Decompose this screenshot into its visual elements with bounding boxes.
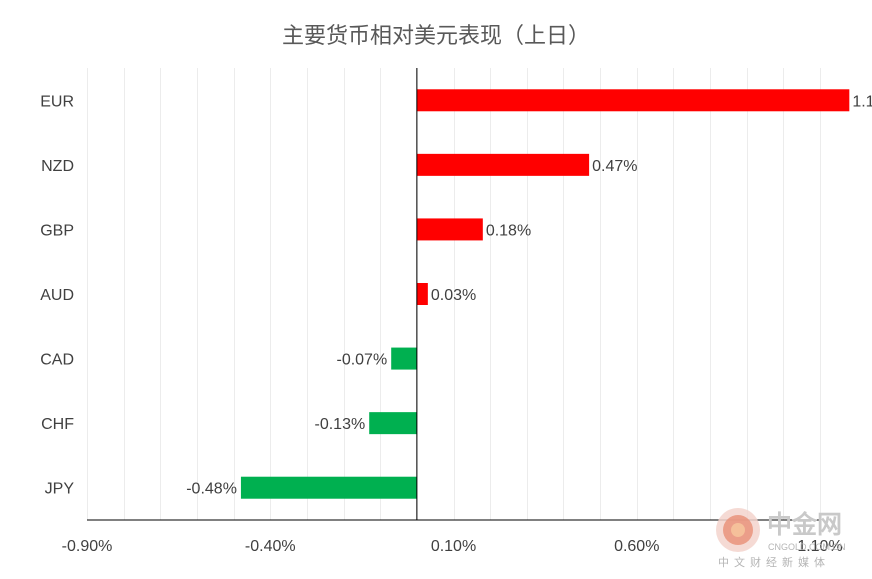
cngold-logo-icon [716,508,760,552]
bar-nzd [416,153,590,176]
bar-gbp [416,218,483,241]
gridlines [87,68,821,520]
category-label-aud: AUD [40,287,74,304]
watermark-tagline: 中文财经新媒体 [718,555,830,569]
data-label-cad: -0.07% [336,352,387,369]
category-label-nzd: NZD [41,158,74,175]
watermark-brand: 中金网 [767,510,842,539]
data-label-jpy: -0.48% [186,481,237,498]
bar-cad [391,347,417,370]
category-label-jpy: JPY [45,481,75,498]
data-label-nzd: 0.47% [592,158,637,175]
bar-eur [416,89,850,112]
x-tick-label: 0.60% [614,538,659,555]
x-tick-label: -0.40% [245,538,296,555]
bar-aud [416,283,428,305]
category-label-gbp: GBP [40,222,74,239]
watermark-logo: 中金网 CNGOLD.COM.CN 中文财经新媒体 [716,508,846,569]
category-label-eur: EUR [40,93,74,110]
data-label-gbp: 0.18% [486,222,531,239]
category-label-chf: CHF [41,416,74,433]
labels: 1.18% EUR 0.47% NZD 0.18% GBP 0.03% AUD -0.07% CA… [40,93,872,555]
x-tick-label: -0.90% [62,538,113,555]
x-tick-label: 0.10% [431,538,476,555]
bar-jpy [240,476,417,499]
data-label-eur: 1.18% [852,93,872,110]
watermark-site: CNGOLD.COM.CN [768,542,846,552]
x-tick-label: 1.10% [797,538,842,555]
axes [87,68,820,521]
bar-chf [369,412,417,435]
chart-title: 主要货币相对美元表现（上日） [282,24,590,49]
data-label-chf: -0.13% [315,416,366,433]
category-label-cad: CAD [40,352,74,369]
bars [240,89,850,499]
data-label-aud: 0.03% [431,287,476,304]
